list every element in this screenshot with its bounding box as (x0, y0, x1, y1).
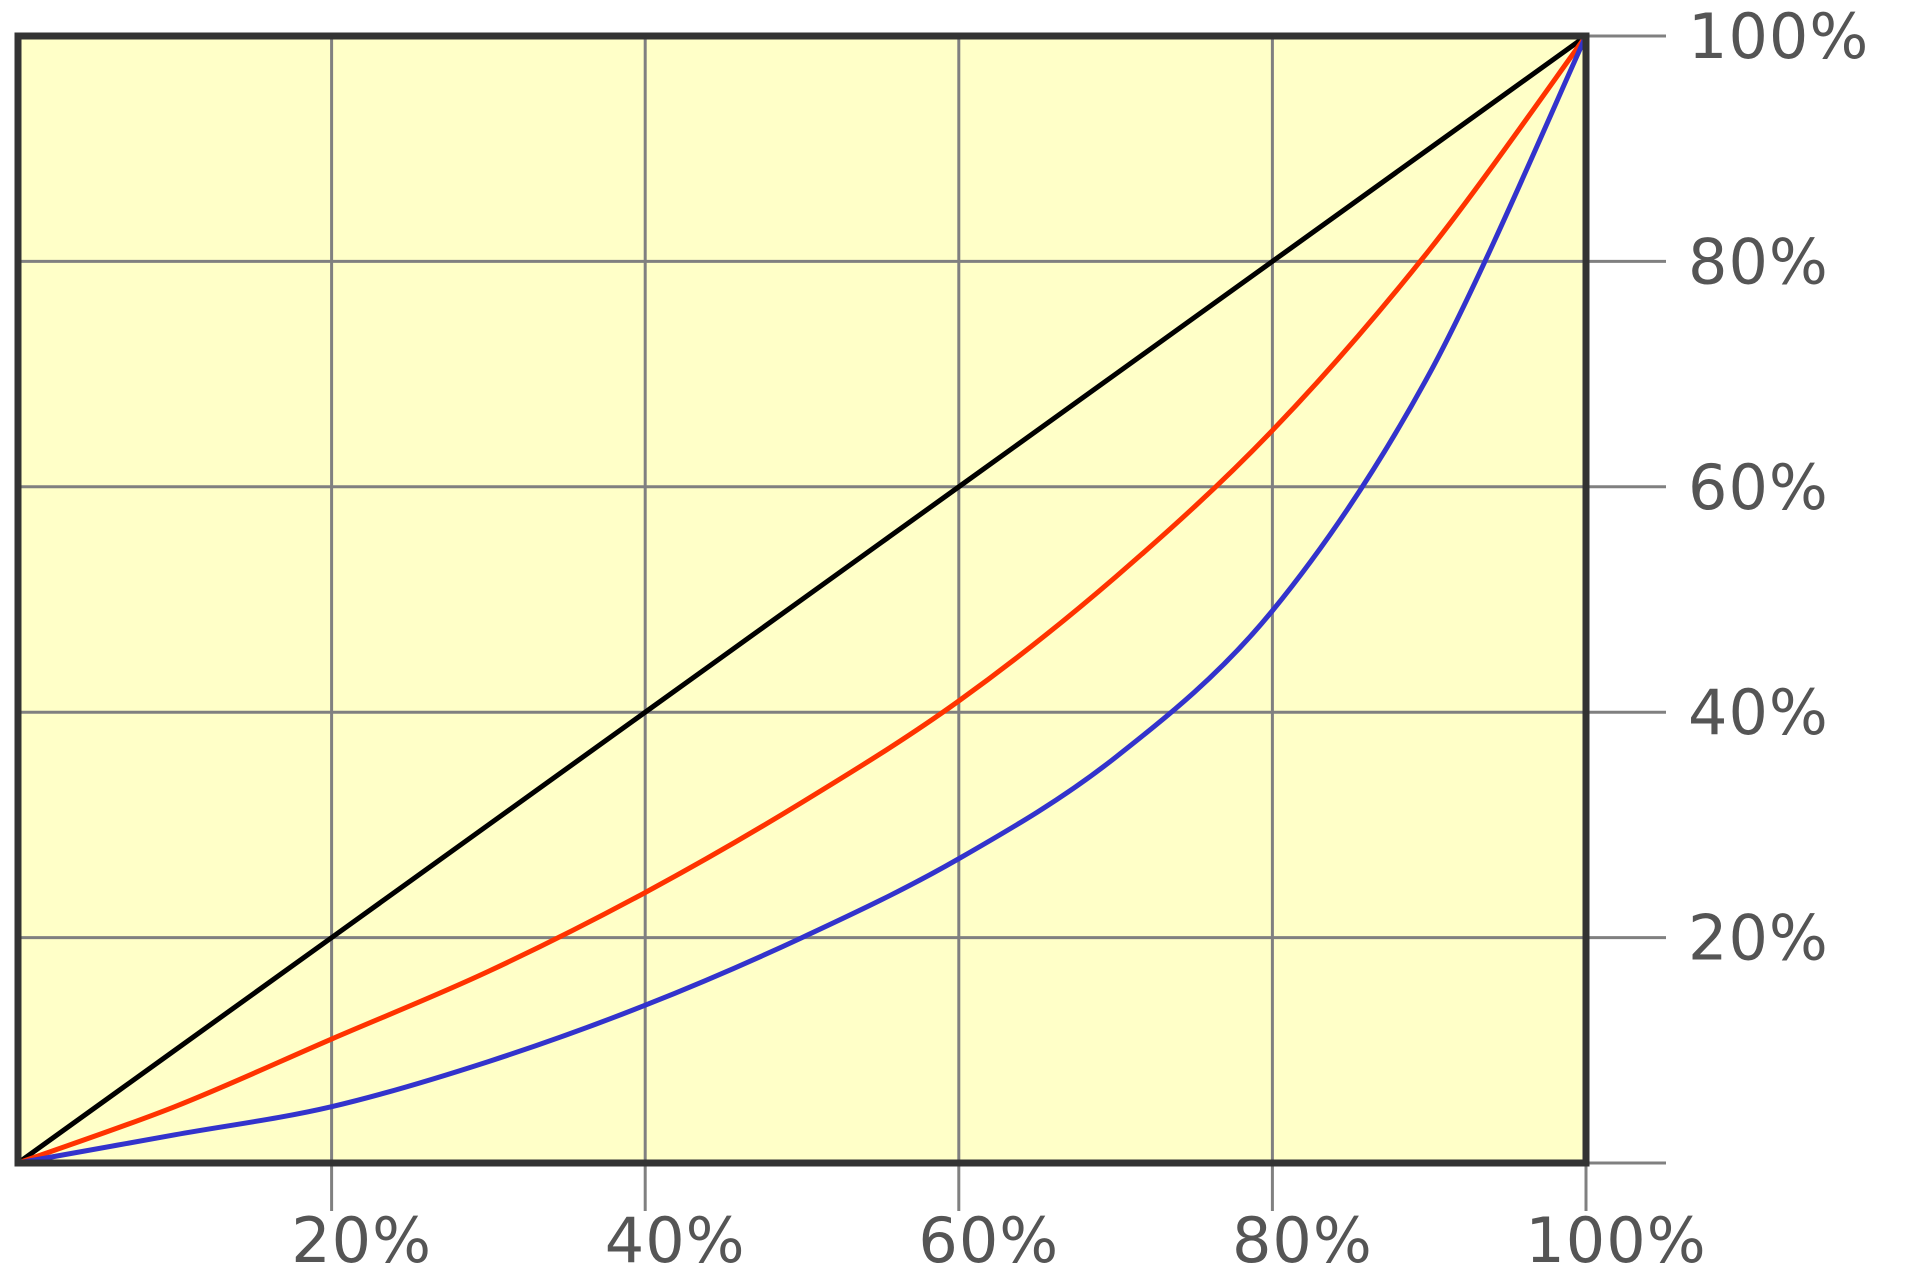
y-tick-label: 80% (1688, 225, 1829, 298)
y-tick-label: 20% (1688, 902, 1829, 975)
axis-ticks (330, 34, 1666, 1211)
y-tick-label: 40% (1688, 676, 1829, 749)
x-tick-label: 20% (291, 1204, 432, 1272)
plot-frame (14, 32, 1590, 1167)
x-tick-labels: 20% 40% 60% 80% 100% (291, 1204, 1706, 1272)
y-tick-label: 60% (1688, 451, 1829, 524)
x-tick-label: 80% (1232, 1204, 1373, 1272)
series-line-2 (15, 33, 1589, 1166)
x-tick-label: 100% (1525, 1204, 1706, 1272)
x-tick-label: 40% (605, 1204, 746, 1272)
series-line-3 (15, 33, 1589, 1166)
y-tick-labels: 100% 80% 60% 40% 20% (1688, 0, 1869, 975)
series-lines (15, 33, 1589, 1166)
x-tick-label: 60% (918, 1204, 1059, 1272)
series-line-1 (15, 33, 1589, 1166)
y-tick-label: 100% (1688, 0, 1869, 73)
